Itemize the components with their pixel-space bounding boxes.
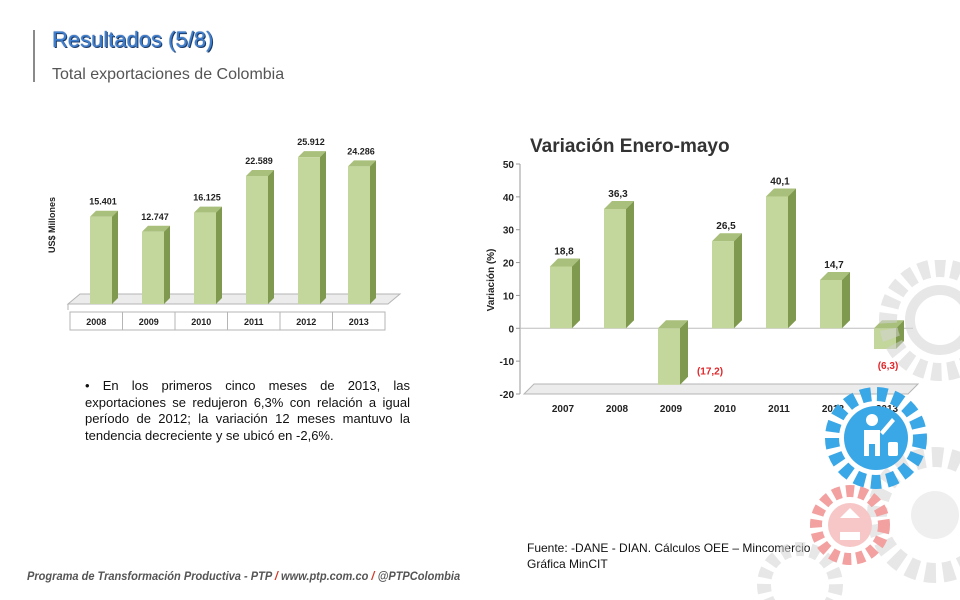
value-label-2010: 26,5	[716, 221, 736, 232]
chart2-floor	[522, 383, 920, 395]
y-tick-40: 40	[503, 193, 515, 204]
source-line-2: Gráfica MinCIT	[527, 557, 608, 571]
value-label-2009: (17,2)	[697, 366, 723, 377]
bar-2009	[658, 320, 688, 385]
value-label-2008: 36,3	[608, 189, 628, 200]
x-tick-2009: 2009	[139, 317, 159, 327]
source-line-1: Fuente: -DANE - DIAN. Cálculos OEE – Min…	[527, 541, 811, 555]
source-note: Fuente: -DANE - DIAN. Cálculos OEE – Min…	[527, 540, 810, 572]
x-tick-2012: 2012	[822, 404, 845, 415]
bar-2013	[348, 160, 376, 304]
y-axis-label: US$ Millones	[47, 197, 57, 253]
y-tick-20: 20	[503, 259, 515, 270]
footer: Programa de Transformación Productiva - …	[27, 569, 460, 583]
bar-2010	[194, 206, 222, 304]
y-tick--10: -10	[500, 357, 515, 368]
gears-decoration	[757, 260, 960, 600]
bar-2011	[766, 188, 796, 329]
chart2-y-axis-label: Variación (%)	[486, 249, 497, 312]
title-accent-bar	[33, 30, 35, 82]
value-label-2009: 12.747	[141, 212, 169, 222]
footer-slash-2: /	[371, 569, 375, 583]
footer-twitter[interactable]: @PTPColombia	[377, 569, 461, 583]
x-tick-2007: 2007	[552, 404, 575, 415]
bullet-text: • En los primeros cinco meses de 2013, l…	[85, 378, 410, 443]
bar-2007	[550, 258, 580, 329]
x-tick-2010: 2010	[191, 317, 211, 327]
value-label-2008: 15.401	[89, 197, 117, 207]
exports-chart: 15.401 12.747 16.125 22.589 25.912 24.286 2008…	[47, 137, 402, 331]
blue-gear-person-icon	[825, 387, 927, 489]
x-tick-2010: 2010	[714, 404, 737, 415]
bar-2011	[246, 169, 274, 304]
bar-2009	[142, 225, 170, 304]
red-gear-icon	[810, 485, 890, 565]
value-label-2013: 24.286	[347, 146, 375, 156]
value-label-2013: (6,3)	[878, 361, 899, 372]
x-tick-2013: 2013	[349, 317, 369, 327]
y-tick-10: 10	[503, 291, 515, 302]
value-label-2011: 40,1	[770, 177, 790, 188]
x-tick-2011: 2011	[768, 404, 790, 415]
x-tick-2008: 2008	[86, 317, 106, 327]
bar-2010	[712, 233, 742, 329]
bar-2008	[90, 210, 118, 304]
x-tick-2009: 2009	[660, 404, 683, 415]
chart2-title: Variación Enero-mayo	[530, 136, 730, 157]
value-label-2012: 25.912	[297, 137, 325, 147]
footer-slash-1: /	[274, 569, 278, 583]
bar-2012	[298, 151, 326, 304]
value-label-2007: 18,8	[554, 247, 574, 258]
x-tick-2011: 2011	[244, 317, 264, 327]
value-label-2011: 22.589	[245, 156, 273, 166]
bar-2012	[820, 271, 850, 329]
x-tick-2008: 2008	[606, 404, 629, 415]
y-tick-50: 50	[503, 160, 515, 171]
page-title: Resultados (5/8)	[52, 27, 214, 52]
footer-program: Programa de Transformación Productiva - …	[27, 569, 272, 583]
y-tick-0: 0	[508, 324, 514, 335]
y-tick--20: -20	[500, 390, 515, 401]
value-label-2010: 16.125	[193, 193, 221, 203]
page-subtitle: Total exportaciones de Colombia	[52, 66, 285, 83]
x-tick-2012: 2012	[296, 317, 316, 327]
bar-2008	[604, 201, 634, 329]
value-label-2012: 14,7	[824, 260, 844, 271]
y-tick-30: 30	[503, 226, 515, 237]
footer-web-link[interactable]: www.ptp.com.co	[281, 569, 369, 583]
